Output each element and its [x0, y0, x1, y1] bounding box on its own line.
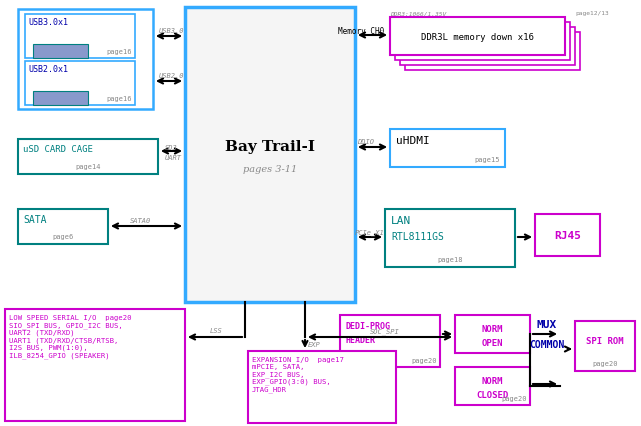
Text: DDR3:1066/1.35V: DDR3:1066/1.35V [390, 11, 446, 16]
Bar [390, 18, 565, 56]
Text: NORM: NORM [482, 325, 503, 334]
Text: CLOSED: CLOSED [476, 390, 508, 399]
Text: SPI ROM: SPI ROM [586, 336, 624, 345]
Text: UART: UART [165, 155, 182, 161]
Text: COMMON: COMMON [529, 339, 565, 349]
Text: LSS: LSS [210, 327, 223, 333]
Text: LOW SPEED SERIAL I/O  page20
SIO_SPI BUS, GPIO_I2C BUS,
UART2 (TXD/RXD)
UART1 (T: LOW SPEED SERIAL I/O page20 SIO_SPI BUS,… [9, 314, 131, 358]
Bar [455, 315, 530, 353]
Bar [18, 10, 153, 110]
Text: PCIe_X1: PCIe_X1 [355, 228, 385, 235]
Text: HEADER: HEADER [345, 335, 375, 344]
Text: page6: page6 [53, 233, 74, 239]
Text: DEDI-PROG: DEDI-PROG [345, 321, 390, 330]
Text: EXP: EXP [308, 341, 320, 347]
Bar [18, 210, 108, 245]
Text: SOC_SPI: SOC_SPI [370, 327, 400, 334]
Text: DDR3L memory down x16: DDR3L memory down x16 [421, 32, 534, 41]
Bar [25, 15, 135, 59]
Bar [395, 23, 570, 61]
Text: SATA0: SATA0 [130, 218, 151, 224]
Text: page16: page16 [106, 49, 132, 55]
Bar [5, 309, 185, 421]
Text: page20: page20 [412, 357, 437, 363]
Text: Bay Trail-I: Bay Trail-I [225, 140, 315, 154]
Text: page16: page16 [106, 96, 132, 102]
Text: USB2.0: USB2.0 [159, 73, 185, 79]
Bar [455, 367, 530, 405]
Text: SATA: SATA [23, 215, 47, 225]
Text: pages 3-11: pages 3-11 [243, 164, 297, 173]
Text: uSD CARD CAGE: uSD CARD CAGE [23, 145, 93, 154]
Text: page20: page20 [592, 360, 618, 366]
Bar [535, 215, 600, 256]
Bar [400, 28, 575, 66]
Bar [25, 62, 135, 106]
Text: USB2.0x1: USB2.0x1 [28, 65, 68, 74]
Bar [390, 130, 505, 167]
Bar [575, 321, 635, 371]
Text: Memory CH0: Memory CH0 [338, 27, 384, 36]
Text: DDIO: DDIO [357, 139, 374, 145]
Bar [33, 45, 88, 59]
Text: USB3.0: USB3.0 [159, 28, 185, 34]
Text: OPEN: OPEN [482, 338, 503, 347]
Bar [248, 351, 396, 423]
Text: MUX: MUX [537, 319, 557, 329]
Bar [18, 140, 158, 175]
Text: page18: page18 [437, 256, 463, 262]
Bar [405, 33, 580, 71]
Text: LAN: LAN [391, 216, 412, 225]
Bar [33, 92, 88, 106]
Text: EXPANSION I/O  page17
mPCIE, SATA,
EXP_I2C BUS,
EXP_GPIO(3:0) BUS,
JTAG_HDR: EXPANSION I/O page17 mPCIE, SATA, EXP_I2… [252, 356, 344, 392]
Bar [340, 315, 440, 367]
Text: uHDMI: uHDMI [396, 136, 429, 146]
Bar [185, 8, 355, 302]
Bar [385, 210, 515, 268]
Text: page14: page14 [75, 164, 101, 170]
Text: RJ45: RJ45 [554, 230, 581, 240]
Text: NORM: NORM [482, 377, 503, 386]
Text: page20: page20 [501, 395, 527, 401]
Text: RTL8111GS: RTL8111GS [391, 231, 444, 242]
Text: page12/13: page12/13 [575, 11, 609, 16]
Text: SD3: SD3 [165, 145, 178, 151]
Text: USB3.0x1: USB3.0x1 [28, 18, 68, 27]
Text: page15: page15 [474, 157, 500, 163]
